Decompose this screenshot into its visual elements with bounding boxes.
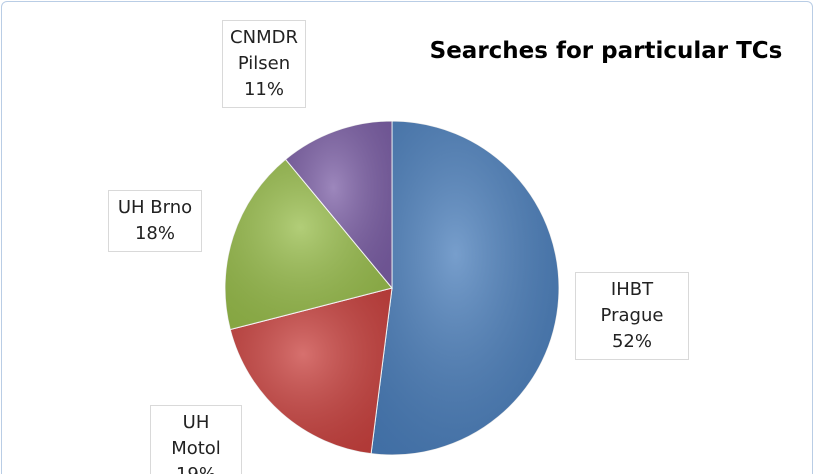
category-label: CNMDR Pilsen	[230, 27, 298, 74]
value-label: 19%	[157, 462, 235, 474]
value-label: 52%	[611, 331, 652, 352]
category-label: UH Motol	[171, 412, 221, 459]
slice-shade	[371, 121, 559, 455]
slice-shade	[285, 121, 392, 288]
slice-shade	[230, 288, 392, 454]
chart-title: Searches for particular TCs	[429, 38, 783, 64]
value-label: 18%	[134, 223, 175, 244]
data-label: UH Motol 19%	[150, 405, 242, 474]
data-label: IHBT Prague 52%	[575, 272, 689, 360]
slice-shade	[225, 159, 392, 330]
data-label: CNMDR Pilsen 11%	[222, 20, 306, 108]
value-label: 11%	[243, 79, 284, 100]
category-label: IHBT Prague	[600, 279, 664, 326]
category-label: UH Brno	[117, 197, 193, 218]
data-label: UH Brno 18%	[108, 190, 202, 252]
